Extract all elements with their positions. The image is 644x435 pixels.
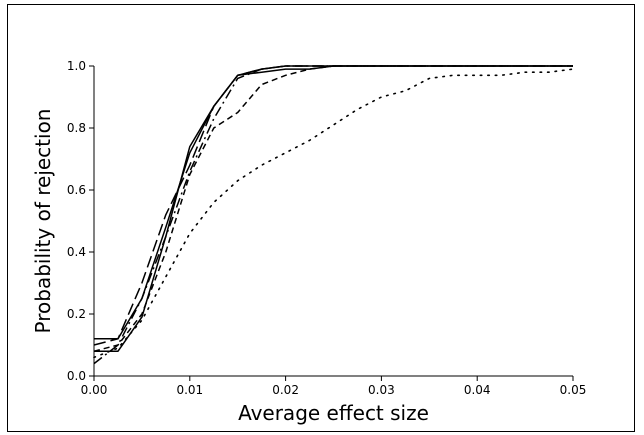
x-tick-label: 0.04 xyxy=(464,383,491,397)
y-tick-label: 0.4 xyxy=(67,245,86,259)
x-tick-label: 0.03 xyxy=(368,383,395,397)
series-line-solid-1 xyxy=(94,65,573,352)
ticks-layer: 0.00 0.01 0.02 0.03 0.04 0.05 0.0 0.2 0.4 0.6 0.8 1… xyxy=(67,59,586,397)
x-tick-label: 0.05 xyxy=(560,383,587,397)
axes-layer xyxy=(93,66,573,377)
y-axis-title: Probability of rejection xyxy=(31,109,55,334)
x-tick-label: 0.00 xyxy=(81,383,108,397)
x-tick-label: 0.01 xyxy=(176,383,203,397)
x-axis-title: Average effect size xyxy=(238,401,429,425)
y-tick-label: 0.8 xyxy=(67,121,86,135)
chart-frame xyxy=(7,4,635,432)
y-tick-label: 0.0 xyxy=(67,369,86,383)
x-tick-label: 0.02 xyxy=(272,383,299,397)
series-line-solid-2 xyxy=(94,65,573,340)
y-tick-label: 0.6 xyxy=(67,183,86,197)
series-line-short-dash-4 xyxy=(93,65,573,352)
series-line-long-dash-3 xyxy=(93,65,573,346)
y-tick-label: 1.0 xyxy=(67,59,86,73)
series-layer xyxy=(93,65,574,365)
series-line-dash-dot-5 xyxy=(93,65,573,365)
y-tick-label: 0.2 xyxy=(67,307,86,321)
series-line-dotted-6 xyxy=(93,68,574,359)
